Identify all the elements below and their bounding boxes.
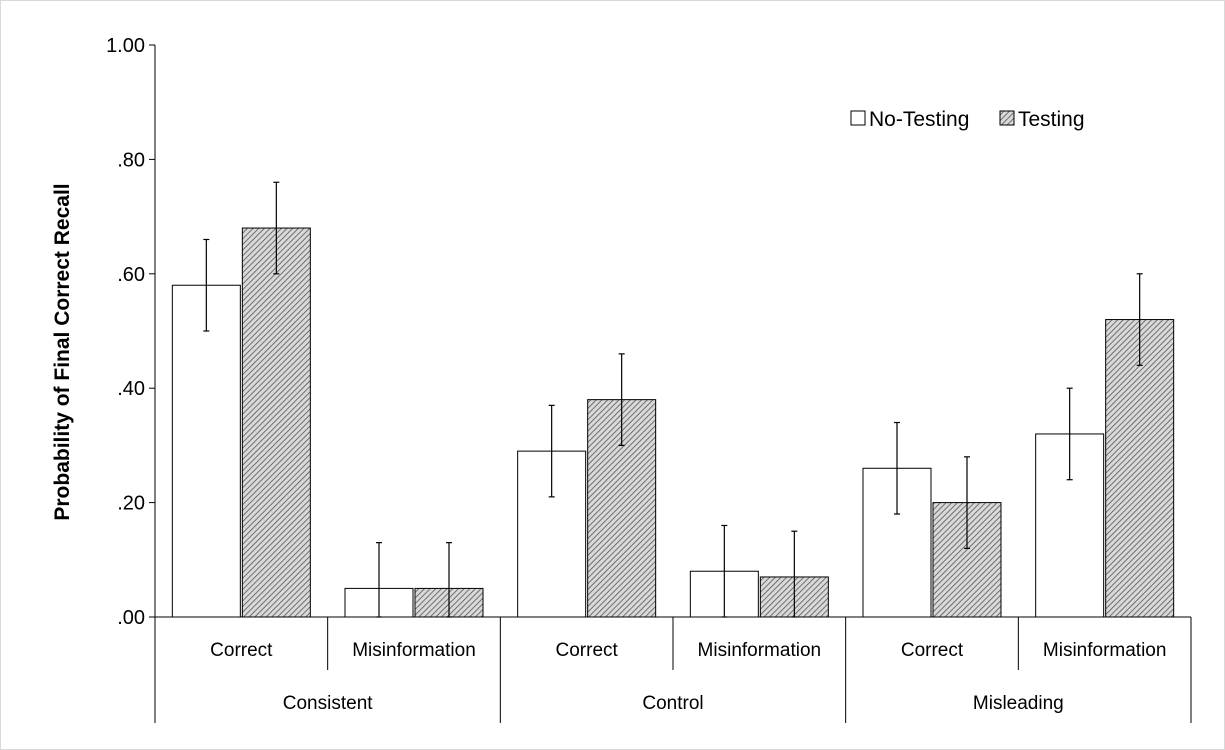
y-tick-label: .00 [117, 607, 145, 629]
y-tick-label: .40 [117, 378, 145, 400]
x-group-label: Control [642, 693, 703, 714]
x-subcategory-label: Correct [901, 640, 964, 661]
error-bars [203, 181, 1143, 618]
x-subcategory-label: Misinformation [352, 640, 476, 661]
x-subcategory-label: Misinformation [698, 640, 822, 661]
y-tick-label: .20 [117, 493, 145, 515]
x-group-label: Consistent [283, 693, 373, 714]
legend-swatch-testing [999, 110, 1015, 126]
bar-testing [241, 227, 311, 618]
y-tick-label: 1.00 [106, 35, 145, 57]
x-subcategory-label: Correct [556, 640, 619, 661]
bars [171, 227, 1175, 618]
legend: No-Testing Testing [850, 108, 1085, 131]
legend-label-no-testing: No-Testing [869, 108, 969, 131]
x-subcategory-label: Correct [210, 640, 273, 661]
legend-swatch-no-testing [850, 110, 866, 126]
bar-testing [1105, 319, 1175, 618]
x-axis: Correct Misinformation Consistent Correct Mi… [154, 616, 1192, 723]
y-tick-label: .60 [117, 264, 145, 286]
y-axis: .00 .20 .40 .60 .80 1.00 [106, 35, 156, 629]
legend-label-testing: Testing [1018, 108, 1085, 131]
y-tick-label: .80 [117, 149, 145, 171]
y-axis-title: Probability of Final Correct Recall [51, 183, 74, 520]
x-group-label: Misleading [973, 693, 1064, 714]
bar-no-testing [171, 284, 241, 618]
x-subcategory-label: Misinformation [1043, 640, 1167, 661]
